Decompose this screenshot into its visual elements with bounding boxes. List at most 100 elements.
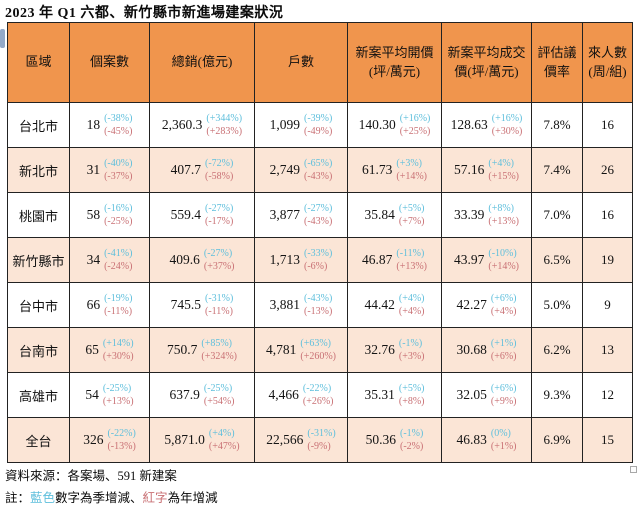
yoy-change: (+1%)	[490, 441, 517, 452]
qoq-change: (-25%)	[203, 382, 233, 394]
qoq-change: (-72%)	[205, 157, 234, 169]
units-value: 3,881	[269, 297, 301, 312]
qoq-change: (-65%)	[304, 157, 333, 169]
sales-cell: 637.9 (-25%) (+54%)	[149, 372, 255, 418]
ask-cell: 46.87 (-11%) (+13%)	[347, 237, 442, 283]
legend-blue-word: 藍色	[30, 491, 56, 505]
legend-note-suffix: 為年增減	[167, 491, 218, 505]
ask-cell: 32.76 (-1%) (+3%)	[347, 327, 442, 373]
deal-cell: 32.05 (+6%) (+9%)	[441, 372, 532, 418]
ask-value: 35.31	[364, 387, 395, 402]
qoq-change: (-31%)	[307, 427, 336, 439]
change-stack: (0%) (+1%)	[491, 427, 517, 454]
yoy-change: (-25%)	[104, 216, 133, 227]
change-stack: (-31%) (-11%)	[205, 292, 233, 319]
change-stack: (+16%) (+25%)	[400, 112, 431, 139]
yoy-change: (+6%)	[490, 351, 517, 362]
table-row: 高雄市 54 (-25%) (+13%) 637.9 (-25%) (+54%) 4,466(…	[7, 372, 633, 418]
cases-cell: 326 (-22%) (-13%)	[69, 417, 150, 463]
sales-cell: 2,360.3 (+344%) (+283%)	[149, 102, 255, 148]
ask-cell: 44.42 (+4%) (+4%)	[347, 282, 442, 328]
change-stack: (-25%) (+13%)	[103, 382, 134, 409]
qoq-change: (+63%)	[300, 337, 331, 349]
change-stack: (+6%) (+4%)	[491, 292, 517, 319]
sales-cell: 559.4 (-27%) (-17%)	[149, 192, 255, 238]
nego-rate-cell: 7.4%	[531, 147, 583, 193]
visitors-cell: 16	[582, 102, 633, 148]
qoq-change: (-38%)	[104, 112, 133, 124]
qoq-change: (-40%)	[104, 157, 133, 169]
cases-value: 18	[86, 117, 101, 132]
change-stack: (+5%) (+7%)	[399, 202, 425, 229]
qoq-change: (+85%)	[201, 337, 232, 349]
yoy-change: (-58%)	[205, 171, 234, 182]
yoy-change: (+283%)	[206, 126, 243, 137]
page-title: 2023 年 Q1 六都、新竹縣市新進場建案狀況	[5, 6, 284, 21]
qoq-change: (+4%)	[208, 427, 235, 439]
qoq-change: (+344%)	[206, 112, 243, 124]
qoq-change: (-1%)	[400, 427, 424, 439]
column-header-visitors: 來人數(周/組)	[582, 22, 633, 103]
ask-cell: 35.31 (+5%) (+8%)	[347, 372, 442, 418]
header-row: 區域 個案數 總銷(億元) 戶數 新案平均開價(坪/萬元) 新案平均成交價(坪/…	[7, 22, 633, 103]
cases-cell: 18 (-38%) (-45%)	[69, 102, 150, 148]
units-value: 2,749	[269, 162, 301, 177]
deal-cell: 57.16 (+4%) (+15%)	[441, 147, 532, 193]
yoy-change: (-2%)	[400, 441, 424, 452]
yoy-change: (-43%)	[304, 216, 333, 227]
table-row: 全台 326 (-22%) (-13%) 5,871.0 (+4%) (+47%) 22,56…	[7, 417, 633, 463]
legend-red-word: 紅字	[142, 491, 168, 505]
qoq-change: (-1%)	[398, 337, 423, 349]
yoy-change: (+13%)	[396, 261, 427, 272]
units-cell: 3,881 (-43%) (-13%)	[254, 282, 348, 328]
cases-value: 34	[86, 252, 101, 267]
visitors-cell: 15	[582, 417, 633, 463]
qoq-change: (-11%)	[396, 247, 425, 259]
column-header-cases: 個案數	[69, 22, 150, 103]
cases-cell: 65 (+14%) (+30%)	[69, 327, 150, 373]
yoy-change: (+13%)	[488, 216, 519, 227]
units-cell: 3,877 (-27%) (-43%)	[254, 192, 348, 238]
deal-cell: 42.27 (+6%) (+4%)	[441, 282, 532, 328]
yoy-change: (+54%)	[203, 396, 235, 407]
column-header-region: 區域	[7, 22, 70, 103]
change-stack: (-22%) (+26%)	[303, 382, 334, 409]
nego-rate-cell: 7.8%	[531, 102, 583, 148]
units-cell: 4,466 (-22%) (+26%)	[254, 372, 348, 418]
units-value: 1,099	[269, 117, 301, 132]
qoq-change: (-22%)	[107, 427, 136, 439]
deal-cell: 43.97 (-10%) (+14%)	[441, 237, 532, 283]
change-stack: (+344%) (+283%)	[206, 112, 242, 139]
yoy-change: (-9%)	[307, 441, 331, 452]
deal-value: 128.63	[450, 117, 488, 132]
units-cell: 1,099 (-39%) (-49%)	[254, 102, 348, 148]
legend-note: 註：藍色數字為季增減、紅字為年增減	[5, 487, 218, 506]
yoy-change: (+13%)	[102, 396, 134, 407]
yoy-change: (+15%)	[488, 171, 519, 182]
change-stack: (+4%) (+4%)	[399, 292, 425, 319]
ask-value: 44.42	[364, 297, 395, 312]
ask-cell: 50.36 (-1%) (-2%)	[347, 417, 442, 463]
sales-cell: 409.6 (-27%) (+37%)	[149, 237, 255, 283]
ask-value: 32.76	[364, 342, 395, 357]
table-row: 台北市 18 (-38%) (-45%) 2,360.3 (+344%) (+283%) 1,…	[7, 102, 633, 148]
region-cell: 新北市	[7, 147, 70, 193]
ask-value: 140.30	[358, 117, 396, 132]
region-cell: 新竹縣市	[7, 237, 70, 283]
region-cell: 全台	[7, 417, 70, 463]
sales-value: 750.7	[166, 342, 198, 357]
ask-cell: 140.30 (+16%) (+25%)	[347, 102, 442, 148]
visitors-cell: 26	[582, 147, 633, 193]
yoy-change: (+14%)	[396, 171, 427, 182]
yoy-change: (-37%)	[104, 171, 133, 182]
qoq-change: (+4%)	[398, 292, 425, 304]
visitors-cell: 9	[582, 282, 633, 328]
deal-value: 33.39	[453, 207, 485, 222]
table-resize-handle[interactable]	[630, 466, 637, 473]
column-header-deal-price: 新案平均成交價(坪/萬元)	[441, 22, 532, 103]
yoy-change: (-49%)	[304, 126, 333, 137]
legend-note-mid: 數字為季增減、	[55, 491, 143, 505]
change-stack: (-41%) (-24%)	[104, 247, 132, 274]
change-stack: (-27%) (-43%)	[304, 202, 332, 229]
new-projects-table: 區域 個案數 總銷(億元) 戶數 新案平均開價(坪/萬元) 新案平均成交價(坪/…	[7, 22, 633, 463]
